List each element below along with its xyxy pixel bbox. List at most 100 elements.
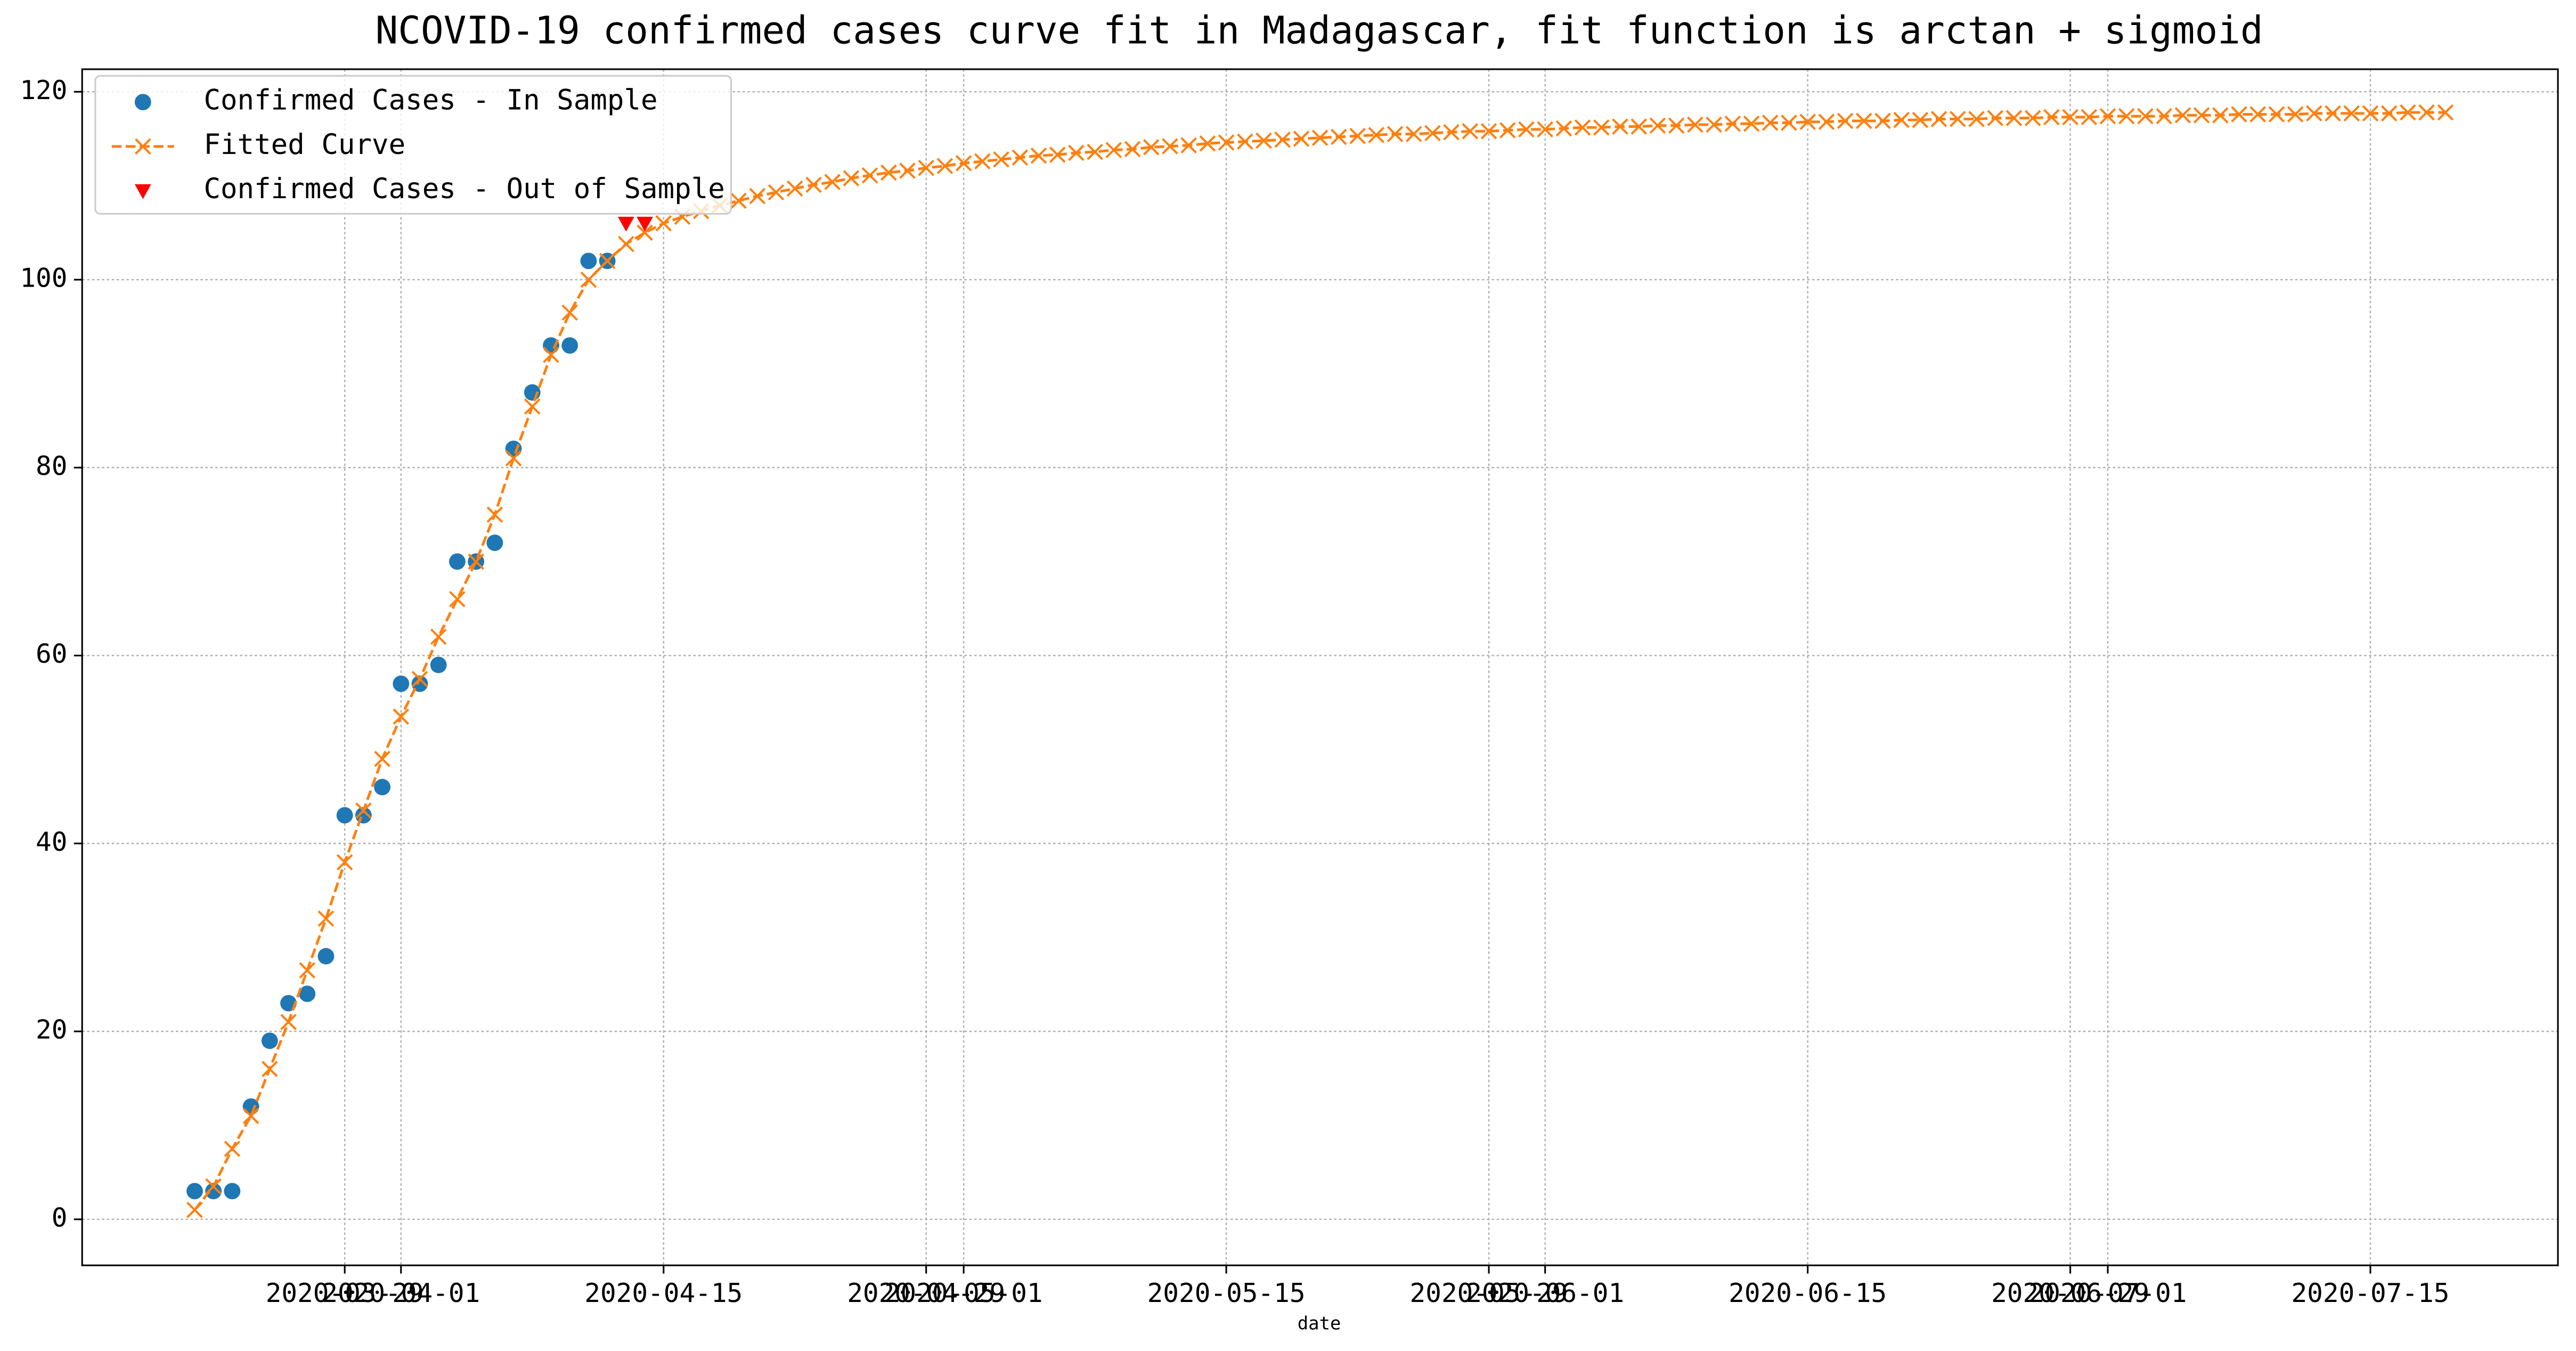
data-point [1293,131,1310,147]
x-axis-label: date [1298,1313,1341,1334]
data-point [1574,119,1591,136]
legend-label: Fitted Curve [203,128,405,161]
data-point [486,506,503,523]
data-point [637,224,653,241]
data-point [449,553,466,570]
data-point [2437,104,2454,121]
data-point [355,802,372,819]
data-point [505,441,522,457]
data-point [1162,138,1178,154]
x-tick-label: 2020-05-01 [885,1277,1043,1308]
data-point [561,337,578,354]
data-point [336,807,353,824]
data-point [299,986,316,1002]
data-point [449,591,466,608]
x-tick-label: 2020-04-01 [322,1277,480,1308]
data-point [524,398,541,415]
data-point [1912,111,1929,128]
data-point [393,708,410,725]
data-point [1274,131,1291,148]
data-point [280,1014,297,1030]
data-point [880,164,897,181]
data-point [336,854,353,870]
data-point [261,1032,278,1049]
data-point [580,271,597,288]
data-point [486,534,503,551]
data-point [1387,126,1404,142]
data-point [936,158,953,174]
data-point [2062,109,2078,126]
data-point [2381,105,2398,122]
data-point [468,553,484,570]
data-point [580,253,597,270]
data-point [505,450,522,467]
data-point [1612,118,1628,135]
data-point [749,188,766,205]
data-point [955,155,972,172]
data-point [1480,123,1497,140]
legend-symbol [135,138,151,155]
data-point [430,628,447,645]
data-point [1331,128,1347,145]
data-point [2362,105,2379,122]
x-tick-label: 2020-06-01 [1466,1277,1624,1308]
data-point [1030,147,1047,164]
data-point [2118,108,2135,125]
data-point [1555,120,1572,137]
data-point [205,1178,222,1195]
data-point [1874,112,1891,129]
data-point [2193,107,2210,124]
data-point [2325,105,2341,122]
data-point [2174,107,2191,124]
data-point [1087,143,1103,160]
data-point [1930,111,1947,127]
data-point [2212,107,2229,124]
data-point [1068,144,1085,161]
data-point [186,1183,203,1200]
y-tick-label: 40 [36,826,67,857]
data-point [1593,119,1610,136]
data-point [918,159,935,176]
data-point [2306,105,2322,122]
data-point [1424,125,1441,142]
data-point [2418,104,2435,121]
y-tick-label: 80 [36,450,67,481]
y-tick-label: 0 [52,1202,68,1233]
data-point [730,192,747,209]
data-point [317,948,335,965]
x-tick-label: 2020-03-29 [266,1277,424,1308]
data-point [1443,124,1460,141]
data-point [1968,111,1985,127]
data-point [637,216,653,232]
data-point [1049,147,1066,163]
data-point [374,751,390,767]
data-point [1218,134,1235,151]
data-point [974,153,991,170]
data-point [1837,112,1854,129]
data-point [543,346,559,363]
data-point [205,1183,222,1200]
data-point [2156,108,2172,125]
data-point [430,656,447,673]
data-point [1781,115,1797,131]
data-point [2231,106,2247,123]
data-point [1236,133,1253,150]
data-point [2081,109,2098,126]
data-point [2043,109,2060,126]
y-tick-label: 20 [36,1014,67,1045]
data-point [262,1061,278,1077]
data-point [1724,115,1741,132]
data-point [2249,106,2266,123]
data-point [1537,121,1553,138]
data-point [1818,113,1835,131]
legend-symbol [134,94,151,111]
legend-label: Confirmed Cases - Out of Sample [203,173,724,205]
data-point [224,1141,241,1157]
data-point [2137,108,2154,125]
data-point [2099,108,2116,125]
data-point [599,253,616,270]
data-point [1987,110,2004,126]
data-point [1499,122,1516,139]
data-point [1368,127,1385,143]
